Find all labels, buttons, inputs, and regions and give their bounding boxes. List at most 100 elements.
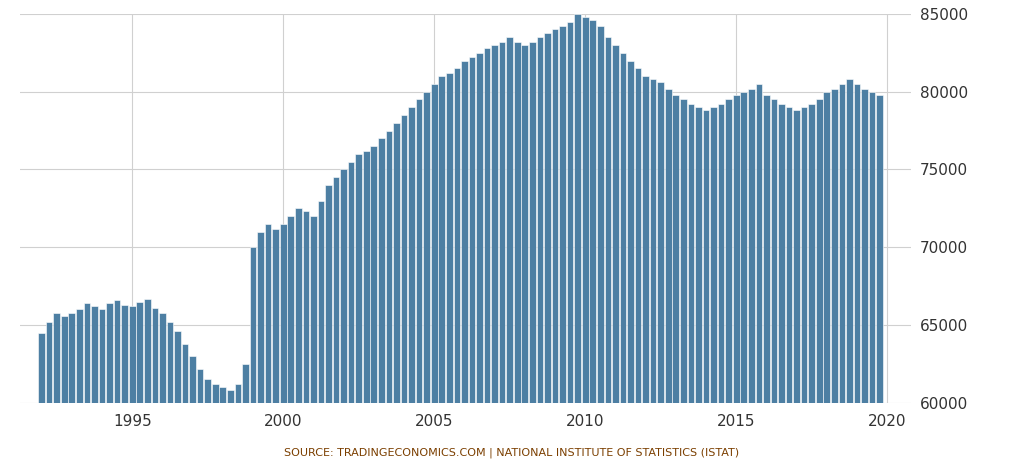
Bar — [227, 390, 233, 463]
Bar — [702, 110, 710, 463]
Bar — [650, 79, 656, 463]
Bar — [91, 307, 97, 463]
Bar — [205, 380, 211, 463]
Bar — [537, 37, 543, 463]
Bar — [333, 177, 339, 463]
Bar — [317, 200, 325, 463]
Bar — [53, 313, 60, 463]
Bar — [469, 57, 475, 463]
Bar — [280, 224, 287, 463]
Bar — [340, 169, 347, 463]
Bar — [483, 48, 490, 463]
Bar — [771, 100, 777, 463]
Bar — [288, 216, 294, 463]
Bar — [348, 162, 354, 463]
Bar — [492, 45, 498, 463]
Bar — [438, 76, 445, 463]
Bar — [846, 79, 853, 463]
Bar — [136, 302, 143, 463]
Bar — [69, 313, 75, 463]
Bar — [785, 107, 793, 463]
Bar — [362, 151, 370, 463]
Bar — [590, 20, 596, 463]
Text: SOURCE: TRADINGECONOMICS.COM | NATIONAL INSTITUTE OF STATISTICS (ISTAT): SOURCE: TRADINGECONOMICS.COM | NATIONAL … — [285, 448, 739, 458]
Bar — [250, 247, 256, 463]
Bar — [114, 300, 121, 463]
Bar — [808, 104, 815, 463]
Bar — [61, 316, 68, 463]
Bar — [597, 26, 603, 463]
Bar — [514, 42, 520, 463]
Bar — [371, 146, 377, 463]
Bar — [386, 131, 392, 463]
Bar — [400, 115, 408, 463]
Bar — [257, 232, 264, 463]
Bar — [446, 73, 453, 463]
Bar — [529, 42, 536, 463]
Bar — [687, 104, 694, 463]
Bar — [718, 104, 724, 463]
Bar — [582, 17, 589, 463]
Bar — [129, 307, 135, 463]
Bar — [295, 208, 302, 463]
Bar — [816, 100, 822, 463]
Bar — [302, 212, 309, 463]
Bar — [574, 14, 581, 463]
Bar — [861, 88, 868, 463]
Bar — [499, 42, 506, 463]
Bar — [476, 53, 483, 463]
Bar — [272, 229, 279, 463]
Bar — [310, 216, 316, 463]
Bar — [326, 185, 332, 463]
Bar — [423, 92, 430, 463]
Bar — [393, 123, 399, 463]
Bar — [756, 84, 762, 463]
Bar — [219, 387, 226, 463]
Bar — [627, 61, 634, 463]
Bar — [98, 309, 105, 463]
Bar — [144, 299, 151, 463]
Bar — [84, 303, 90, 463]
Bar — [242, 364, 249, 463]
Bar — [711, 107, 717, 463]
Bar — [152, 308, 158, 463]
Bar — [159, 313, 166, 463]
Bar — [620, 53, 627, 463]
Bar — [409, 107, 415, 463]
Bar — [778, 104, 784, 463]
Bar — [234, 384, 242, 463]
Bar — [763, 95, 770, 463]
Bar — [740, 92, 748, 463]
Bar — [355, 154, 362, 463]
Bar — [665, 88, 672, 463]
Bar — [544, 32, 551, 463]
Bar — [733, 95, 739, 463]
Bar — [431, 84, 437, 463]
Bar — [794, 110, 800, 463]
Bar — [507, 37, 513, 463]
Bar — [823, 92, 830, 463]
Bar — [801, 107, 808, 463]
Bar — [46, 322, 52, 463]
Bar — [725, 100, 732, 463]
Bar — [174, 331, 181, 463]
Bar — [378, 138, 385, 463]
Bar — [454, 69, 460, 463]
Bar — [552, 30, 558, 463]
Bar — [748, 88, 755, 463]
Bar — [122, 305, 128, 463]
Bar — [831, 88, 838, 463]
Bar — [559, 26, 566, 463]
Bar — [212, 384, 218, 463]
Bar — [680, 100, 687, 463]
Bar — [657, 82, 664, 463]
Bar — [181, 344, 188, 463]
Bar — [521, 45, 528, 463]
Bar — [612, 45, 618, 463]
Bar — [604, 37, 611, 463]
Bar — [76, 309, 83, 463]
Bar — [877, 95, 883, 463]
Bar — [642, 76, 649, 463]
Bar — [189, 356, 196, 463]
Bar — [868, 92, 876, 463]
